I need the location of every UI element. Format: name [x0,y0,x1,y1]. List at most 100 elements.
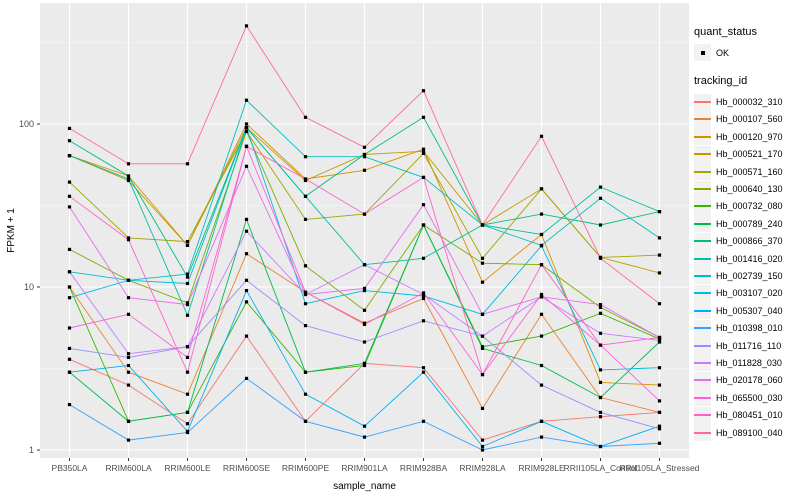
tracking-id-item-label: Hb_000571_160 [716,166,783,177]
data-point [539,295,544,299]
tracking-id-item-label: Hb_011828_030 [716,357,782,368]
x-tick-label: RRIM600PE [282,463,330,473]
x-tick-label: RRII105LA_Stressed [620,463,700,473]
quant-status-item-label: OK [716,47,730,58]
data-point [303,292,308,297]
data-point [126,296,131,300]
x-tick-label: RRIM600LE [164,463,211,473]
legend-key-box [694,354,711,372]
data-point [598,415,603,419]
data-point [67,247,72,251]
data-point [126,236,131,240]
legend-key-box [694,93,711,111]
y-tick-label: 10 [24,282,34,292]
data-point [539,134,544,138]
data-point [362,145,367,149]
legend-key-box [694,145,711,163]
data-point [480,280,485,284]
data-point [362,322,367,326]
tracking-id-item-label: Hb_000789_240 [716,218,783,229]
data-point [657,399,662,403]
tracking-id-item-label: Hb_005307_040 [716,305,783,316]
data-point [598,303,603,307]
legend-key-box [694,232,711,250]
point-glyph-icon [700,50,705,55]
data-point [657,302,662,306]
tracking-id-item-label: Hb_000640_130 [716,184,783,195]
data-point [303,370,308,374]
data-point [421,175,426,179]
legend-key-box [694,215,711,233]
data-point [303,115,308,119]
data-point [67,154,72,158]
data-point [598,311,603,315]
data-point [126,238,131,242]
tracking-id-legend-items: Hb_000032_310 Hb_000107_560 Hb_000120_970 H… [694,93,800,441]
tracking-id-item-label: Hb_020178_060 [716,375,783,386]
data-point [244,278,249,282]
data-point [362,152,367,157]
x-tick-label: PB350LA [52,463,88,473]
tracking-id-legend-item: Hb_011828_030 [694,354,800,372]
data-point [657,210,662,214]
line-glyph-icon [694,344,711,347]
tracking-id-item-label: Hb_000521_170 [716,149,783,160]
data-point [598,331,603,335]
legend-key-box [694,319,711,337]
data-point [539,312,544,316]
legend-key-box [694,267,711,285]
legend-key-box [694,371,711,389]
data-point [67,285,72,289]
tracking-id-legend-item: Hb_089100_040 [694,424,800,441]
data-point [539,334,544,338]
data-point [185,275,190,279]
data-point [421,151,426,155]
data-point [421,223,426,227]
y-tick-label: 1 [29,445,34,455]
tracking-id-legend: tracking_id Hb_000032_310 Hb_000107_560 Hb… [694,75,800,441]
tracking-id-item-label: Hb_001416_020 [716,253,783,264]
data-point [67,370,72,374]
data-point [657,366,662,370]
line-glyph-icon [694,205,711,208]
line-glyph-icon [694,292,711,295]
data-point [480,223,485,227]
legend-key-box [694,406,711,424]
data-point [480,448,485,452]
line-glyph-icon [694,240,711,243]
data-point [421,366,426,370]
line-glyph-icon [694,170,711,173]
legend-key-box [694,197,711,215]
data-point [126,162,131,166]
data-point [303,177,308,181]
data-point [126,352,131,356]
data-point [303,302,308,306]
legend-key-box [694,110,711,128]
data-point [598,256,603,260]
data-point [657,441,662,445]
data-point [362,155,367,159]
data-point [657,383,662,387]
data-point [185,243,190,247]
legend-key-box [694,424,711,441]
tracking-id-item-label: Hb_080451_010 [716,410,783,421]
data-point [362,212,367,216]
data-point [539,244,544,248]
data-point [421,203,426,207]
legend-key-box [694,302,711,320]
data-point [480,438,485,442]
legend-key-box [694,44,711,62]
line-glyph-icon [694,396,711,399]
data-point [244,252,249,256]
x-tick-label: RRIM901LA [341,463,388,473]
data-point [480,345,485,349]
data-point [185,281,190,286]
data-point [421,89,426,93]
data-point [480,444,485,449]
tracking-id-legend-item: Hb_000866_370 [694,232,800,250]
data-point [539,419,544,423]
data-point [539,212,544,216]
data-point [126,355,131,359]
data-point [126,278,131,282]
legend-key-box [694,128,711,146]
